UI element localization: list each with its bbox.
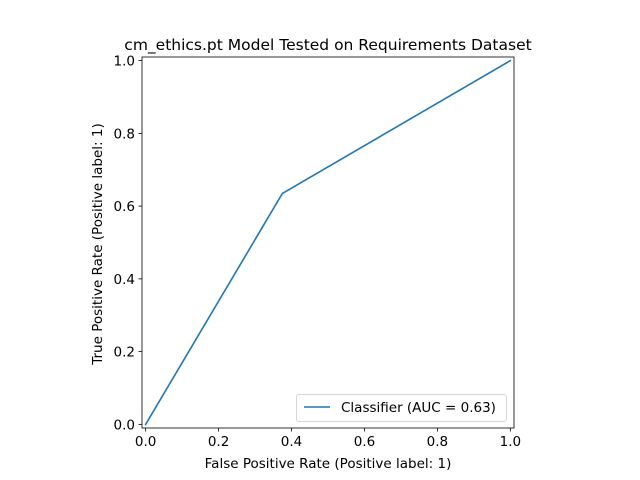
x-tick-label-3: 0.6 — [354, 434, 375, 450]
plot-area: 0.0 0.2 0.4 0.6 0.8 1.0 0.0 0.2 0.4 0.6 0.8 1.0 Clas… — [114, 54, 522, 450]
chart-title: cm_ethics.pt Model Tested on Requirement… — [124, 36, 531, 55]
y-tick-label-1: 0.2 — [114, 345, 135, 361]
series-line-0 — [144, 59, 512, 426]
x-tick-label-0: 0.0 — [135, 434, 156, 450]
y-tick-label-4: 0.8 — [114, 126, 135, 142]
x-tick-label-4: 0.8 — [427, 434, 448, 450]
y-axis-label: True Positive Rate (Positive label: 1) — [90, 123, 106, 366]
x-tick-label-1: 0.2 — [208, 434, 229, 450]
legend-box — [296, 394, 507, 422]
x-axis-label: False Positive Rate (Positive label: 1) — [205, 456, 452, 472]
x-tick-label-5: 1.0 — [500, 434, 521, 450]
y-tick-label-2: 0.4 — [114, 272, 135, 288]
axes-frame — [141, 56, 515, 429]
legend-label-0: Classifier (AUC = 0.63) — [341, 400, 496, 416]
y-tick-label-3: 0.6 — [114, 199, 135, 215]
y-tick-label-5: 1.0 — [114, 54, 135, 70]
x-tick-label-2: 0.4 — [281, 434, 302, 450]
y-tick-label-0: 0.0 — [114, 417, 135, 433]
legend: Classifier (AUC = 0.63) — [296, 394, 507, 422]
